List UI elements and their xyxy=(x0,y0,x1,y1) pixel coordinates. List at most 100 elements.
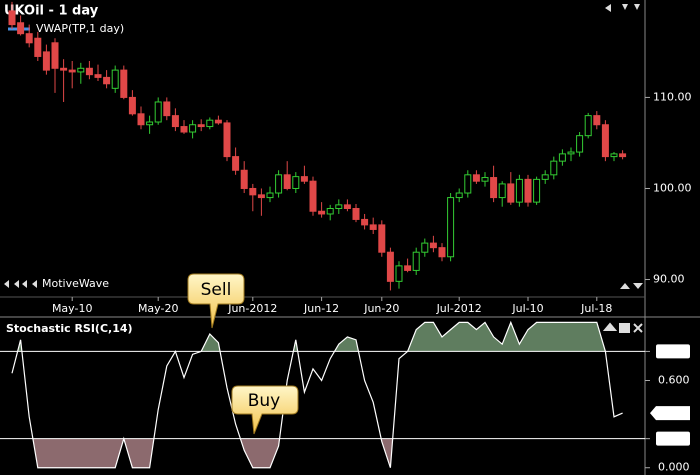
y-tick-label: 90.00 xyxy=(653,273,685,286)
x-tick-label: Jun-12 xyxy=(303,302,339,315)
candle-body xyxy=(318,210,326,215)
candle-body xyxy=(421,242,429,253)
candle-body xyxy=(541,174,549,180)
overbought-fill xyxy=(12,322,623,352)
y-tick-label: 110.00 xyxy=(653,90,692,103)
candle-body xyxy=(429,242,437,249)
icon[interactable] xyxy=(605,4,640,12)
candle-body xyxy=(292,176,300,189)
candle-body xyxy=(309,180,317,212)
annotation: Sell xyxy=(187,273,245,329)
candle-body xyxy=(601,124,609,158)
x-tick-label: May-10 xyxy=(52,302,93,315)
candle-body xyxy=(498,183,506,199)
y-tick-label: 100.00 xyxy=(653,181,692,194)
candle-body xyxy=(593,115,601,126)
callout-shape xyxy=(187,273,245,329)
candle-body xyxy=(214,119,222,124)
candle-body xyxy=(352,208,360,220)
candle-body xyxy=(558,153,566,162)
y-tick-box xyxy=(656,431,690,446)
candle-body xyxy=(619,153,627,158)
stoch-rsi-line xyxy=(11,320,623,469)
candle-body xyxy=(335,204,343,210)
candle-body xyxy=(103,76,111,85)
chart-title: UKOil - 1 day xyxy=(4,4,99,19)
candle-body xyxy=(472,174,480,182)
candle-body xyxy=(42,51,50,71)
candle-body xyxy=(197,124,205,128)
candle-body xyxy=(369,224,377,230)
last-value-box xyxy=(650,406,690,421)
y-tick-label: 0.200 xyxy=(658,432,690,445)
candle-body xyxy=(550,160,558,176)
candle-body xyxy=(51,42,59,69)
candle-body xyxy=(378,224,386,253)
candle-body xyxy=(576,135,584,153)
candle-body xyxy=(34,37,42,57)
candle-body xyxy=(171,115,179,128)
candle-body xyxy=(481,177,489,182)
candle-body xyxy=(111,69,119,89)
candle-body xyxy=(515,178,523,203)
candle-body xyxy=(240,169,248,189)
candle-body xyxy=(447,197,455,258)
y-tick-box xyxy=(656,344,690,359)
x-tick-label: Jul-10 xyxy=(511,302,543,315)
candle-body xyxy=(490,177,498,199)
candle-body xyxy=(524,178,532,203)
y-tick-label: 0.800 xyxy=(658,344,690,357)
icon[interactable] xyxy=(620,283,643,289)
callout-shape xyxy=(231,385,299,435)
nav-icons[interactable] xyxy=(4,4,643,333)
candle-body xyxy=(60,67,68,71)
icon[interactable] xyxy=(602,322,643,333)
candle-body xyxy=(128,96,136,115)
candle-body xyxy=(455,192,463,199)
candle-body xyxy=(137,113,145,126)
candle-body xyxy=(533,178,541,203)
annotation-text: Sell xyxy=(201,280,232,300)
candle-body xyxy=(180,126,188,133)
candle-body xyxy=(8,10,16,26)
candle-body xyxy=(464,174,472,194)
candle-body xyxy=(275,174,283,194)
candle-body xyxy=(584,115,592,137)
candle-body xyxy=(146,121,154,126)
candle-body xyxy=(25,33,33,44)
x-tick-label: Jun-20 xyxy=(363,302,399,315)
candle-body xyxy=(68,69,76,73)
candle-body xyxy=(206,119,214,128)
annotation-text: Buy xyxy=(248,391,281,411)
candle-body xyxy=(507,183,515,203)
y-tick-label: 0.000 xyxy=(658,461,690,474)
candle-body xyxy=(386,251,394,282)
candle-body xyxy=(249,187,257,196)
x-tick-label: Jun-2012 xyxy=(227,302,277,315)
candle-body xyxy=(85,67,93,76)
candle-body xyxy=(189,124,197,133)
candle-body xyxy=(94,74,102,78)
candle-body xyxy=(361,218,369,226)
annotation: Buy xyxy=(231,385,299,435)
last-value-label: 0.376 xyxy=(658,406,690,419)
candle-body xyxy=(395,265,403,282)
x-tick-label: Jul-2012 xyxy=(436,302,482,315)
candle-body xyxy=(326,208,334,215)
candle-body xyxy=(412,251,420,271)
watermark: MotiveWave xyxy=(42,277,109,290)
candle-body xyxy=(232,156,240,171)
candle-body xyxy=(610,153,618,158)
candle-body xyxy=(438,247,446,258)
candle-body xyxy=(300,176,308,182)
candle-body xyxy=(404,265,412,271)
candle-body xyxy=(343,204,351,210)
legend-label: VWAP(TP,1 day) xyxy=(36,22,124,35)
candle-body xyxy=(257,194,265,199)
candle-body xyxy=(17,22,25,35)
candle-body xyxy=(567,151,575,155)
candle-body xyxy=(154,101,162,123)
y-tick-label: 0.600 xyxy=(658,374,690,387)
